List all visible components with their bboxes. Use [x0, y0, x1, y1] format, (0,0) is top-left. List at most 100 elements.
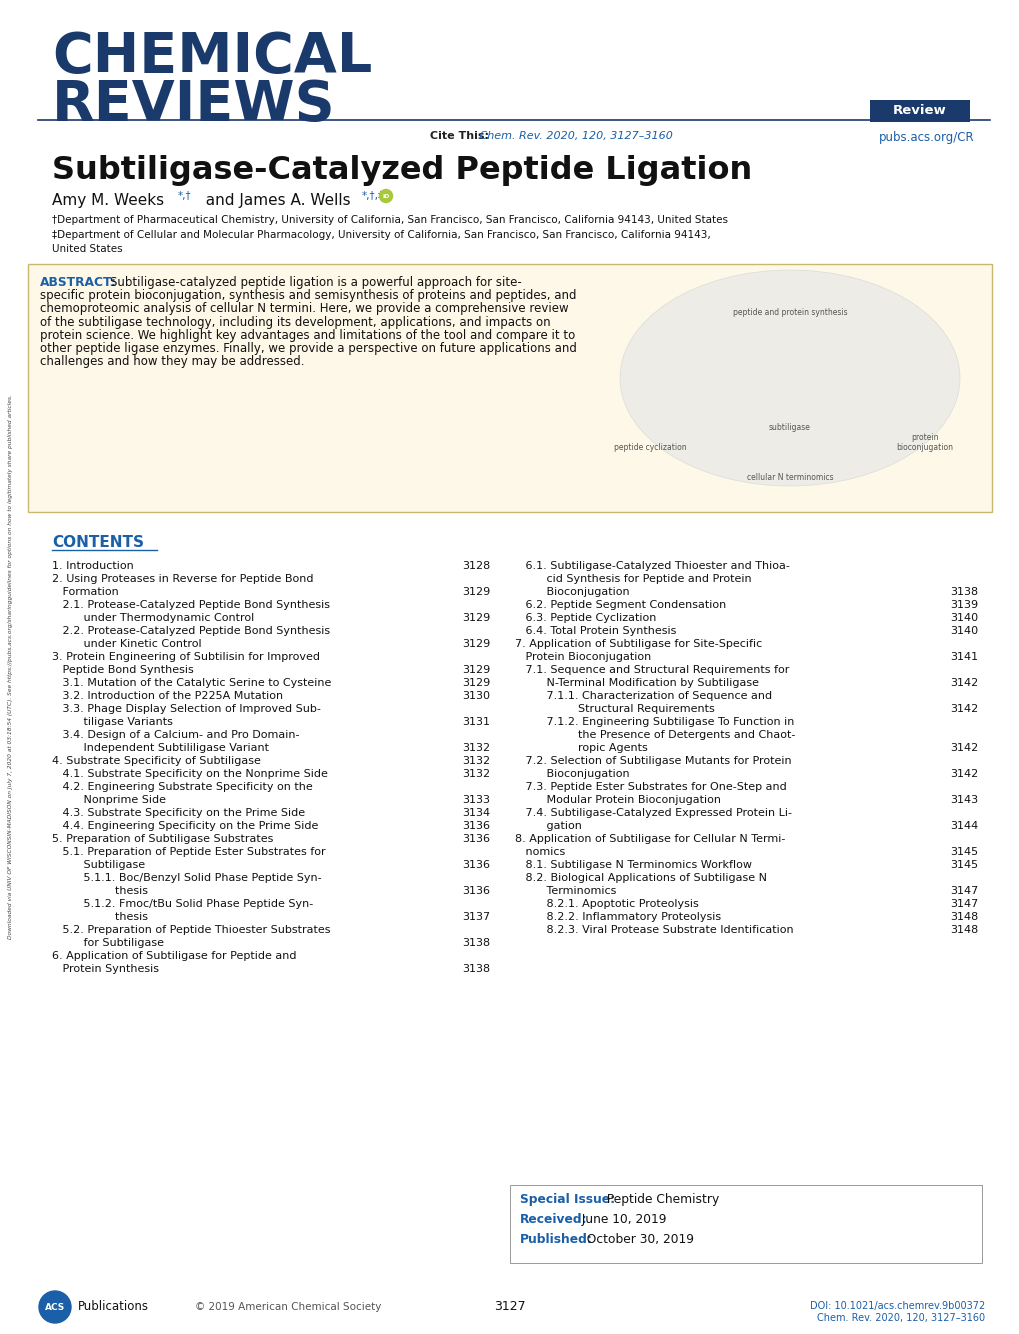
Text: 3129: 3129 [462, 614, 489, 623]
Text: Structural Requirements: Structural Requirements [515, 704, 714, 714]
Text: 3148: 3148 [949, 924, 977, 935]
Text: Review: Review [893, 104, 946, 117]
Text: 3139: 3139 [949, 600, 977, 610]
Text: Peptide Bond Synthesis: Peptide Bond Synthesis [52, 666, 194, 675]
Text: specific protein bioconjugation, synthesis and semisynthesis of proteins and pep: specific protein bioconjugation, synthes… [40, 289, 576, 303]
Text: peptide cyclization: peptide cyclization [613, 443, 686, 452]
Text: and James A. Wells: and James A. Wells [196, 193, 351, 208]
Text: Bioconjugation: Bioconjugation [515, 587, 629, 598]
Text: N-Terminal Modification by Subtiligase: N-Terminal Modification by Subtiligase [515, 678, 758, 688]
Text: 3133: 3133 [462, 795, 489, 804]
Text: 2.1. Protease-Catalyzed Peptide Bond Synthesis: 2.1. Protease-Catalyzed Peptide Bond Syn… [52, 600, 330, 610]
Text: 3142: 3142 [949, 743, 977, 752]
Text: subtiligase: subtiligase [768, 423, 810, 432]
Text: Independent Subtililigase Variant: Independent Subtililigase Variant [52, 743, 269, 752]
Text: 3130: 3130 [462, 691, 489, 700]
Text: Amy M. Weeks: Amy M. Weeks [52, 193, 164, 208]
Text: 3136: 3136 [462, 860, 489, 870]
Text: 4.1. Substrate Specificity on the Nonprime Side: 4.1. Substrate Specificity on the Nonpri… [52, 768, 327, 779]
Text: REVIEWS: REVIEWS [52, 77, 335, 132]
Text: 6.3. Peptide Cyclization: 6.3. Peptide Cyclization [515, 614, 656, 623]
Text: 4.4. Engineering Specificity on the Prime Side: 4.4. Engineering Specificity on the Prim… [52, 820, 318, 831]
Text: 3140: 3140 [949, 626, 977, 636]
Text: 3132: 3132 [462, 756, 489, 766]
Text: 3.1. Mutation of the Catalytic Serine to Cysteine: 3.1. Mutation of the Catalytic Serine to… [52, 678, 331, 688]
Text: the Presence of Detergents and Chaot-: the Presence of Detergents and Chaot- [515, 730, 795, 740]
Text: October 30, 2019: October 30, 2019 [579, 1233, 693, 1246]
Text: 5. Preparation of Subtiligase Substrates: 5. Preparation of Subtiligase Substrates [52, 834, 273, 844]
Text: thesis: thesis [52, 912, 148, 922]
Text: 5.2. Preparation of Peptide Thioester Substrates: 5.2. Preparation of Peptide Thioester Su… [52, 924, 330, 935]
Text: cid Synthesis for Peptide and Protein: cid Synthesis for Peptide and Protein [515, 574, 751, 584]
Text: June 10, 2019: June 10, 2019 [574, 1213, 665, 1226]
Text: 8. Application of Subtiligase for Cellular N Termi-: 8. Application of Subtiligase for Cellul… [515, 834, 785, 844]
Text: 3147: 3147 [949, 886, 977, 896]
Text: 5.1.2. Fmoc/tBu Solid Phase Peptide Syn-: 5.1.2. Fmoc/tBu Solid Phase Peptide Syn- [52, 899, 313, 908]
Text: Subtiligase-Catalyzed Peptide Ligation: Subtiligase-Catalyzed Peptide Ligation [52, 155, 752, 185]
Text: Protein Bioconjugation: Protein Bioconjugation [515, 652, 650, 662]
Text: CONTENTS: CONTENTS [52, 535, 144, 550]
Text: Chem. Rev. 2020, 120, 3127–3160: Chem. Rev. 2020, 120, 3127–3160 [816, 1313, 984, 1323]
Text: thesis: thesis [52, 886, 148, 896]
Text: Chem. Rev. 2020, 120, 3127–3160: Chem. Rev. 2020, 120, 3127–3160 [476, 131, 673, 141]
Text: ‡Department of Cellular and Molecular Pharmacology, University of California, Sa: ‡Department of Cellular and Molecular Ph… [52, 229, 710, 240]
Text: 3145: 3145 [949, 860, 977, 870]
Text: CHEMICAL: CHEMICAL [52, 29, 372, 84]
Text: Bioconjugation: Bioconjugation [515, 768, 629, 779]
Text: 2.2. Protease-Catalyzed Peptide Bond Synthesis: 2.2. Protease-Catalyzed Peptide Bond Syn… [52, 626, 330, 636]
Text: 3142: 3142 [949, 704, 977, 714]
Text: 7.2. Selection of Subtiligase Mutants for Protein: 7.2. Selection of Subtiligase Mutants fo… [515, 756, 791, 766]
Text: 7.1. Sequence and Structural Requirements for: 7.1. Sequence and Structural Requirement… [515, 666, 789, 675]
Text: 7.3. Peptide Ester Substrates for One-Step and: 7.3. Peptide Ester Substrates for One-St… [515, 782, 786, 792]
Text: Modular Protein Bioconjugation: Modular Protein Bioconjugation [515, 795, 720, 804]
Text: under Thermodynamic Control: under Thermodynamic Control [52, 614, 254, 623]
Text: 7.4. Subtiligase-Catalyzed Expressed Protein Li-: 7.4. Subtiligase-Catalyzed Expressed Pro… [515, 808, 791, 818]
Text: 8.2.1. Apoptotic Proteolysis: 8.2.1. Apoptotic Proteolysis [515, 899, 698, 908]
Text: Special Issue:: Special Issue: [520, 1193, 614, 1206]
Text: 5.1. Preparation of Peptide Ester Substrates for: 5.1. Preparation of Peptide Ester Substr… [52, 847, 325, 856]
Text: protein
bioconjugation: protein bioconjugation [896, 434, 953, 452]
Text: 2. Using Proteases in Reverse for Peptide Bond: 2. Using Proteases in Reverse for Peptid… [52, 574, 313, 584]
Text: 3148: 3148 [949, 912, 977, 922]
Text: 4.2. Engineering Substrate Specificity on the: 4.2. Engineering Substrate Specificity o… [52, 782, 313, 792]
Text: 3142: 3142 [949, 678, 977, 688]
Text: © 2019 American Chemical Society: © 2019 American Chemical Society [195, 1302, 381, 1313]
Text: of the subtiligase technology, including its development, applications, and impa: of the subtiligase technology, including… [40, 316, 550, 328]
Text: Protein Synthesis: Protein Synthesis [52, 964, 159, 974]
Text: gation: gation [515, 820, 581, 831]
Text: 3129: 3129 [462, 639, 489, 650]
Ellipse shape [620, 269, 959, 486]
Text: 3143: 3143 [949, 795, 977, 804]
Text: Formation: Formation [52, 587, 118, 598]
Text: *,†,‡: *,†,‡ [362, 191, 384, 201]
Text: *,†: *,† [178, 191, 192, 201]
Text: peptide and protein synthesis: peptide and protein synthesis [732, 308, 847, 317]
Text: 4.3. Substrate Specificity on the Prime Side: 4.3. Substrate Specificity on the Prime … [52, 808, 305, 818]
Text: 3132: 3132 [462, 768, 489, 779]
Text: 3. Protein Engineering of Subtilisin for Improved: 3. Protein Engineering of Subtilisin for… [52, 652, 320, 662]
Text: 3127: 3127 [493, 1301, 526, 1314]
Circle shape [379, 189, 392, 203]
Text: 3129: 3129 [462, 587, 489, 598]
Text: 3144: 3144 [949, 820, 977, 831]
Text: 3140: 3140 [949, 614, 977, 623]
Text: Terminomics: Terminomics [515, 886, 615, 896]
Text: 5.1.1. Boc/Benzyl Solid Phase Peptide Syn-: 5.1.1. Boc/Benzyl Solid Phase Peptide Sy… [52, 872, 321, 883]
Text: 3136: 3136 [462, 834, 489, 844]
Text: DOI: 10.1021/acs.chemrev.9b00372: DOI: 10.1021/acs.chemrev.9b00372 [809, 1301, 984, 1311]
Text: iD: iD [382, 193, 389, 199]
Text: 3142: 3142 [949, 768, 977, 779]
Text: other peptide ligase enzymes. Finally, we provide a perspective on future applic: other peptide ligase enzymes. Finally, w… [40, 342, 577, 355]
Circle shape [39, 1291, 71, 1323]
Text: under Kinetic Control: under Kinetic Control [52, 639, 202, 650]
Text: tiligase Variants: tiligase Variants [52, 716, 172, 727]
Text: 6.1. Subtiligase-Catalyzed Thioester and Thioa-: 6.1. Subtiligase-Catalyzed Thioester and… [515, 562, 789, 571]
Text: cellular N terminomics: cellular N terminomics [746, 474, 833, 482]
Text: 8.1. Subtiligase N Terminomics Workflow: 8.1. Subtiligase N Terminomics Workflow [515, 860, 751, 870]
Text: 3141: 3141 [949, 652, 977, 662]
Text: 4. Substrate Specificity of Subtiligase: 4. Substrate Specificity of Subtiligase [52, 756, 261, 766]
Text: 8.2. Biological Applications of Subtiligase N: 8.2. Biological Applications of Subtilig… [515, 872, 766, 883]
Text: 3128: 3128 [462, 562, 489, 571]
Text: 3138: 3138 [462, 964, 489, 974]
Text: pubs.acs.org/CR: pubs.acs.org/CR [878, 131, 974, 144]
